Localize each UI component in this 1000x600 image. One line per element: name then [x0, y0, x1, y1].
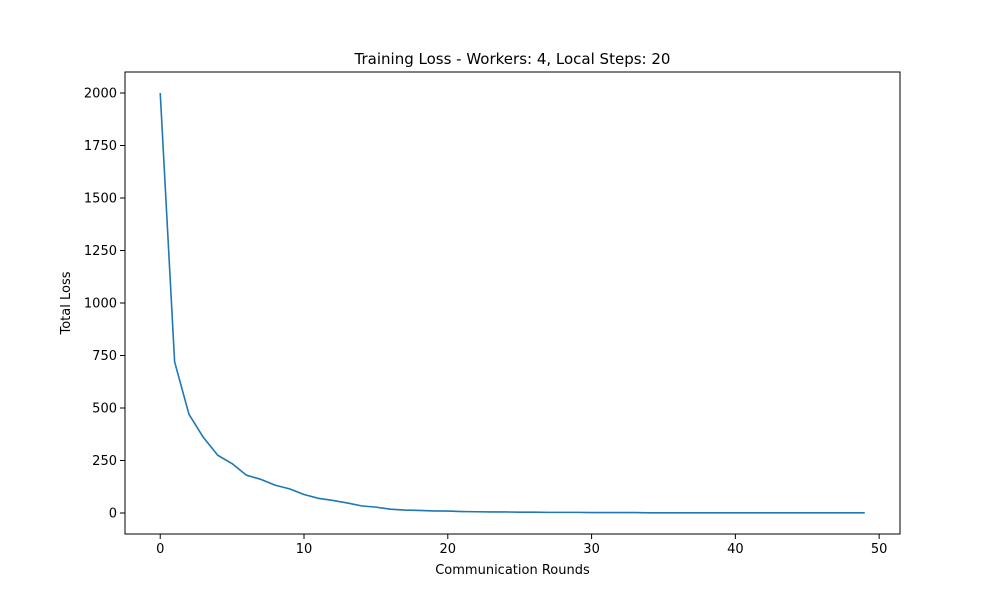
- y-axis-label: Total Loss: [59, 271, 74, 335]
- chart-title: Training Loss - Workers: 4, Local Steps:…: [354, 50, 671, 68]
- plot-area: [159, 92, 865, 514]
- plot-frame: [124, 71, 901, 535]
- x-tick-label: 0: [156, 542, 164, 557]
- y-tick-label: 2000: [84, 87, 117, 102]
- x-tick-label: 50: [871, 542, 888, 557]
- y-tick-label: 0: [109, 507, 117, 522]
- y-tick-label: 500: [92, 402, 117, 417]
- y-tick-label: 1000: [84, 297, 117, 312]
- y-tick-label: 1750: [84, 139, 117, 154]
- x-tick-label: 10: [296, 542, 313, 557]
- y-tick-label: 750: [92, 349, 117, 364]
- x-axis-label: Communication Rounds: [435, 563, 590, 578]
- y-tick-label: 1250: [84, 244, 117, 259]
- x-tick-label: 30: [583, 542, 600, 557]
- x-tick-label: 40: [727, 542, 744, 557]
- x-tick-label: 20: [440, 542, 457, 557]
- y-tick-label: 250: [92, 454, 117, 469]
- y-tick-label: 1500: [84, 192, 117, 207]
- loss-series-line: [159, 92, 865, 514]
